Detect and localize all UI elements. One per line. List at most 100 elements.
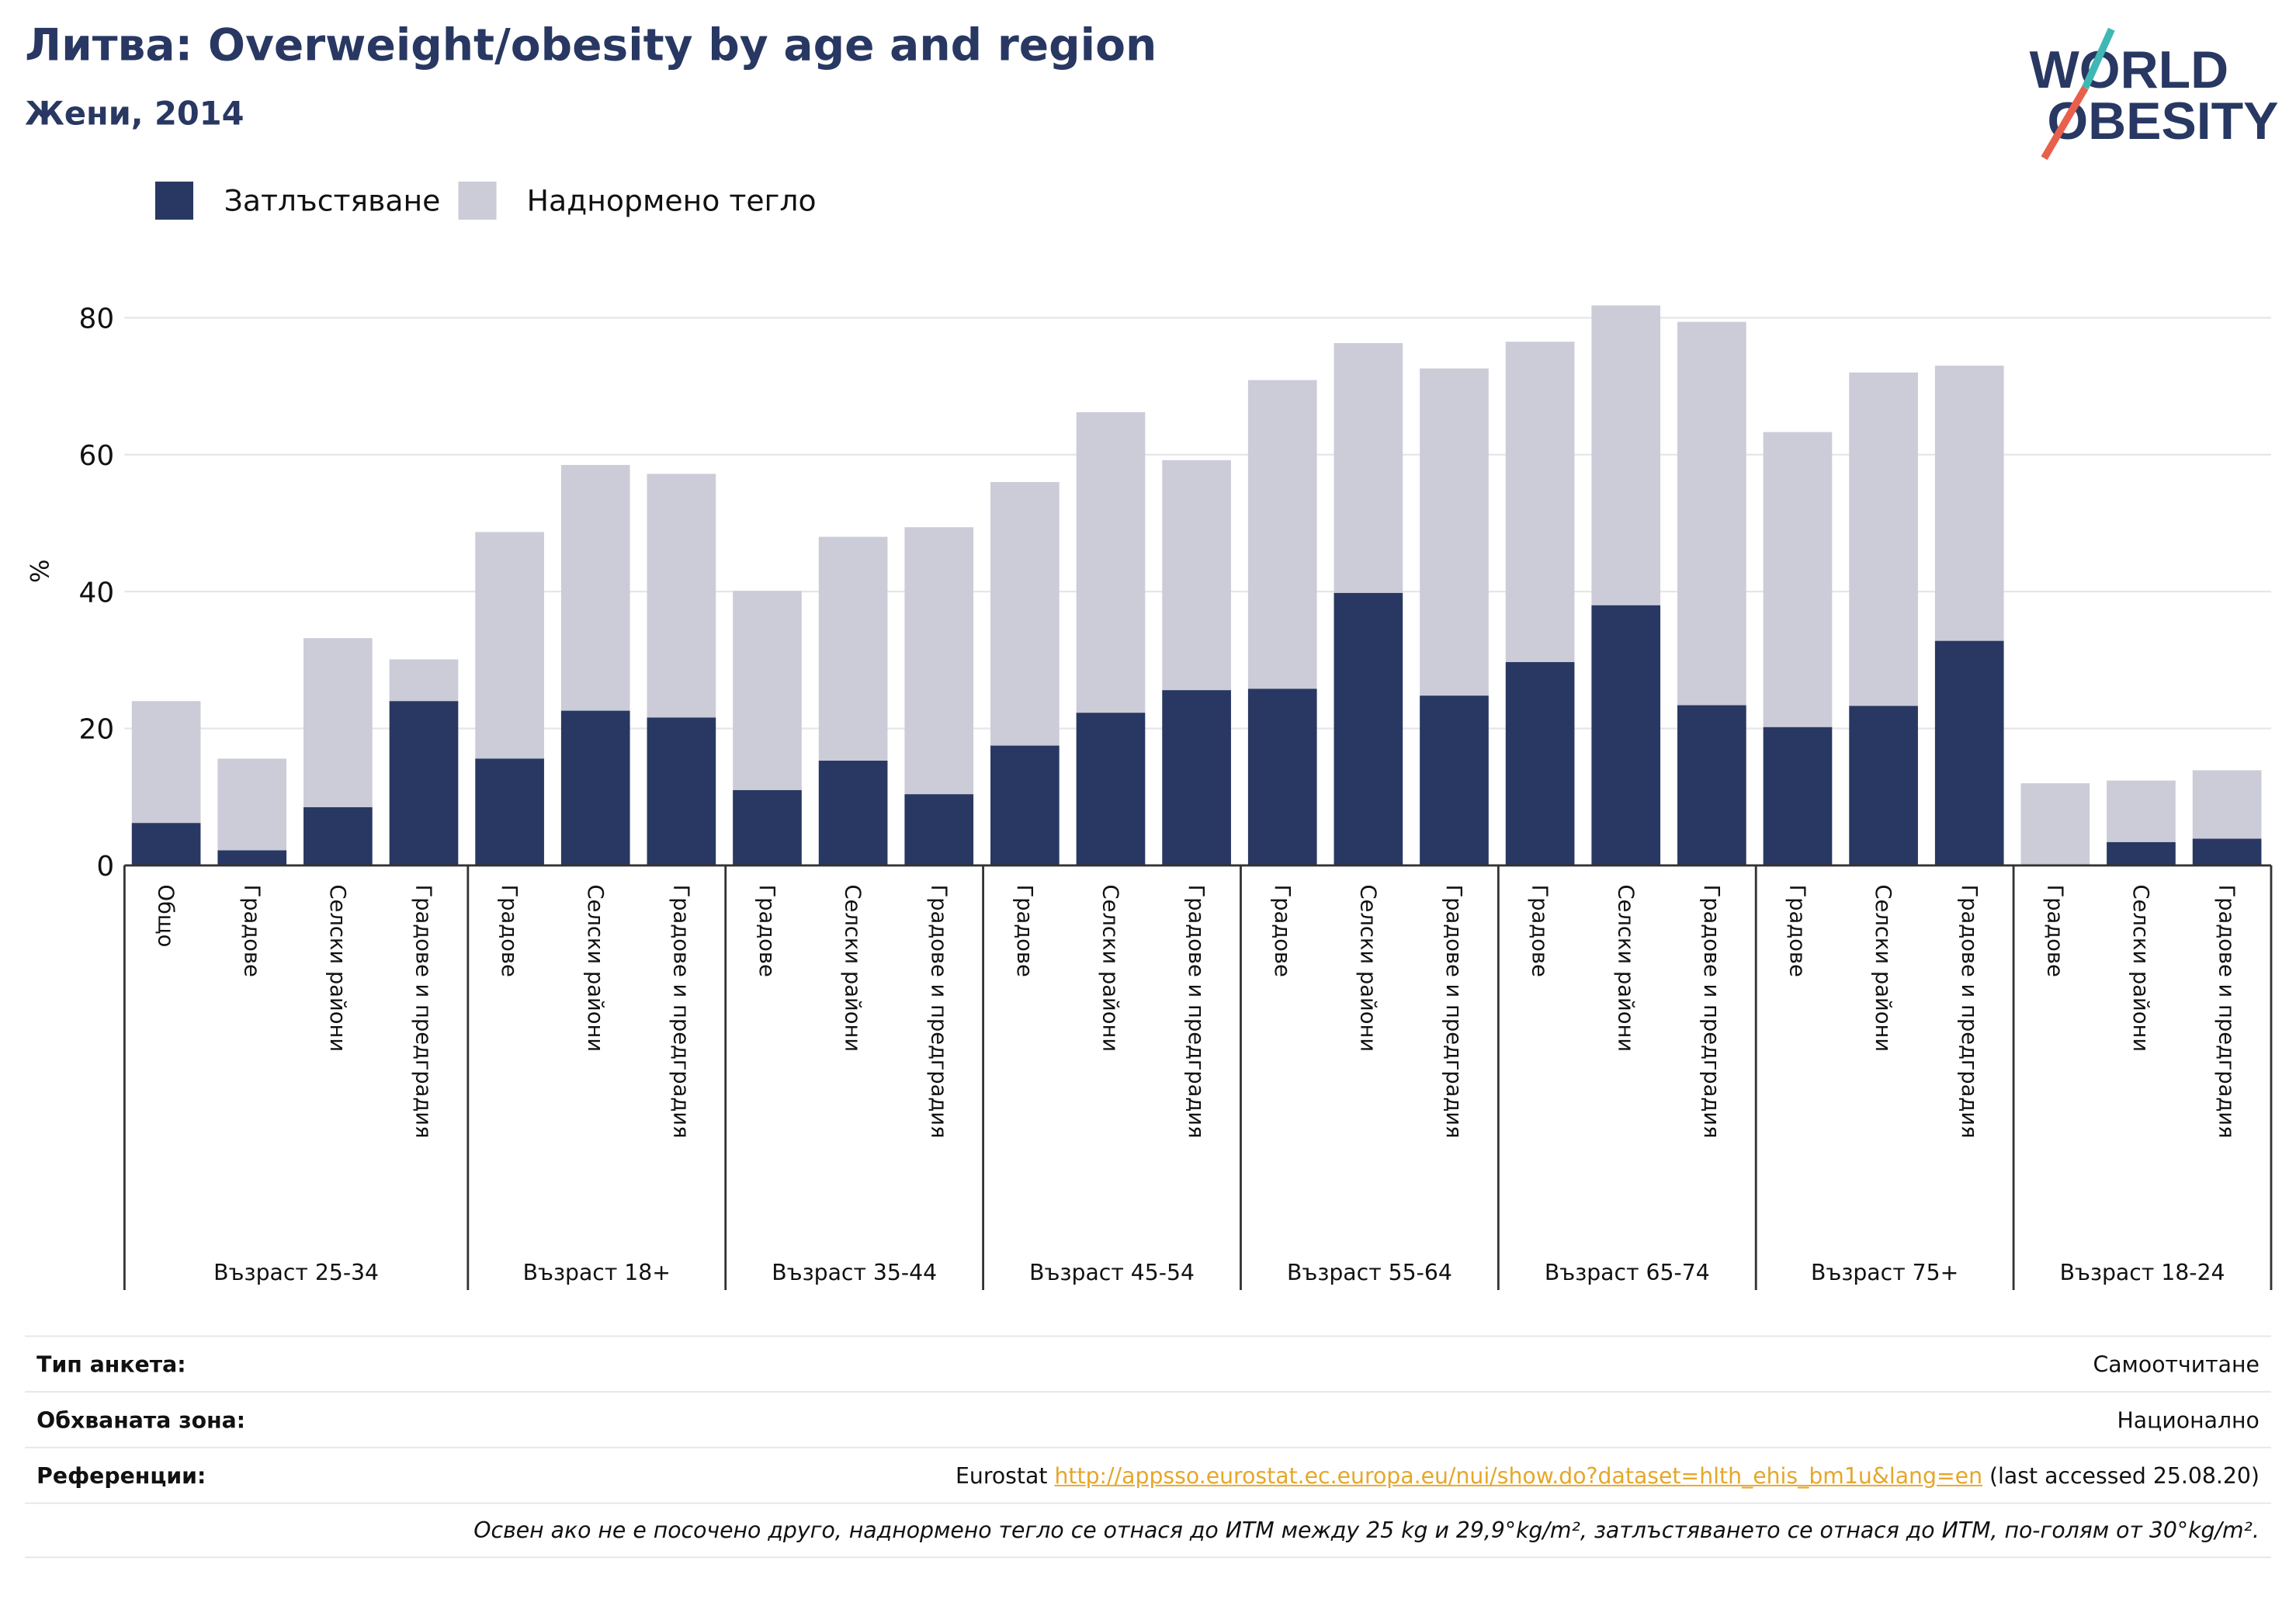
references-label: Референции:: [36, 1462, 206, 1489]
x-category-label: Градове: [2042, 884, 2066, 976]
page-title: Литва: Overweight/obesity by age and reg…: [25, 20, 1157, 72]
x-category-label: Градове и предградия: [1441, 884, 1465, 1138]
x-category-label: Селски райони: [1355, 884, 1379, 1052]
bar-obesity: [2192, 838, 2262, 865]
bar-obesity: [1677, 705, 1746, 865]
legend-label-overweight: Наднормено тегло: [526, 182, 817, 219]
bar-overweight: [1076, 412, 1146, 713]
bar-overweight: [818, 536, 888, 761]
bar-obesity: [1763, 727, 1833, 865]
bar-overweight: [217, 758, 287, 851]
bar-overweight: [131, 701, 201, 824]
y-tick-label: 40: [79, 577, 115, 609]
bar-overweight: [1247, 380, 1317, 689]
bar-overweight: [1505, 342, 1575, 662]
legend-item-overweight: Наднормено тегло: [458, 181, 817, 220]
x-category-label: Градове: [1270, 884, 1294, 976]
x-category-label: Градове и предградия: [411, 884, 435, 1138]
x-category-label: Селски райони: [2128, 884, 2152, 1052]
legend-swatch-overweight: [458, 181, 497, 220]
bar-obesity: [1247, 689, 1317, 865]
y-tick-label: 80: [79, 303, 115, 335]
bar-obesity: [1076, 713, 1146, 865]
references-link[interactable]: http://appsso.eurostat.ec.europa.eu/nui/…: [1054, 1462, 1983, 1489]
bar-obesity: [2107, 841, 2176, 865]
coverage-label: Обхваната зона:: [36, 1406, 246, 1433]
bar-obesity: [1849, 706, 1918, 865]
legend-label-obesity: Затлъстяване: [224, 182, 441, 219]
x-category-label: Общо: [154, 884, 178, 947]
bar-obesity: [1934, 640, 2004, 865]
x-category-label: Градове и предградия: [1699, 884, 1723, 1138]
x-category-label: Селски райони: [325, 884, 349, 1052]
bar-overweight: [1763, 432, 1833, 727]
bar-overweight: [990, 482, 1060, 746]
bar-obesity: [1505, 661, 1575, 865]
logo-word-obesity: OBESITY: [2047, 92, 2278, 151]
survey-type-value: Самоотчитане: [2093, 1351, 2260, 1378]
bar-overweight: [1591, 305, 1661, 605]
stacked-bar-chart: 0 20 40 60 80 Общо Градове Селски райони Градове…: [79, 303, 2273, 1291]
logo-slash-teal: [2082, 27, 2115, 90]
references-row: Референции: Eurostat http://appsso.euros…: [25, 1446, 2271, 1503]
bar-overweight: [389, 659, 459, 702]
y-tick-label: 20: [79, 714, 115, 746]
bar-overweight: [1934, 366, 2004, 641]
x-group-label: Възраст 75+: [1811, 1260, 1958, 1285]
legend-swatch-obesity: [154, 181, 194, 220]
references-prefix: Eurostat: [956, 1462, 1055, 1489]
bar-obesity: [560, 710, 630, 865]
x-category-label: Градове и предградия: [1957, 884, 1981, 1138]
logo-word-world: WORLD: [2030, 41, 2228, 99]
bar-obesity: [389, 701, 459, 865]
bar-overweight: [2192, 770, 2262, 839]
bar-obesity: [1420, 695, 1489, 865]
x-category-label: Градове и предградия: [926, 884, 950, 1138]
bar-overweight: [647, 473, 716, 718]
chart-legend: Затлъстяване Наднормено тегло: [154, 181, 834, 220]
legend-item-obesity: Затлъстяване: [154, 181, 441, 220]
x-category-label: Градове: [497, 884, 521, 976]
x-group-label: Възраст 18-24: [2060, 1260, 2225, 1285]
definition-note: Освен ако не е посочено друго, наднормен…: [25, 1502, 2271, 1559]
x-category-label: Селски райони: [1098, 884, 1122, 1052]
bar-obesity: [818, 760, 888, 865]
bar-obesity: [904, 794, 974, 865]
x-group-label: Възраст 18+: [523, 1260, 671, 1285]
references-value: Eurostat http://appsso.eurostat.ec.europ…: [956, 1462, 2260, 1489]
bar-obesity: [1591, 605, 1661, 865]
bar-overweight: [475, 532, 544, 759]
survey-type-row: Тип анкета: Самоотчитане: [25, 1335, 2271, 1391]
x-category-label: Селски райони: [583, 884, 607, 1052]
x-category-label: Градове: [1785, 884, 1809, 976]
bar-obesity: [647, 717, 716, 865]
x-category-label: Градове: [239, 884, 263, 976]
bar-overweight: [2107, 780, 2176, 842]
bar-obesity: [217, 850, 287, 865]
x-category-label: Градове: [1012, 884, 1036, 976]
x-category-label: Градове: [1528, 884, 1552, 976]
survey-type-label: Тип анкета:: [36, 1351, 186, 1378]
bar-overweight: [904, 527, 974, 795]
bar-obesity: [733, 789, 802, 865]
x-category-label: Селски райони: [1613, 884, 1637, 1052]
x-category-label: Градове и предградия: [668, 884, 692, 1138]
bar-overweight: [303, 638, 373, 807]
bar-overweight: [1420, 368, 1489, 696]
bar-obesity: [990, 745, 1060, 865]
bar-obesity: [303, 806, 373, 865]
x-category-label: Селски райони: [841, 884, 865, 1052]
coverage-value: Национално: [2117, 1406, 2260, 1433]
x-group-label: Възраст 35-44: [772, 1260, 937, 1285]
x-category-label: Градове и предградия: [1184, 884, 1208, 1138]
bar-overweight: [1677, 321, 1746, 706]
bar-obesity: [131, 823, 201, 865]
x-category-label: Селски райони: [1871, 884, 1895, 1052]
bar-overweight: [1162, 460, 1231, 691]
x-group-label: Възраст 25-34: [213, 1260, 379, 1285]
y-tick-label: 0: [96, 851, 114, 883]
logo-slash-red: [2041, 85, 2089, 161]
bar-overweight: [560, 464, 630, 711]
bar-overweight: [2020, 783, 2090, 865]
